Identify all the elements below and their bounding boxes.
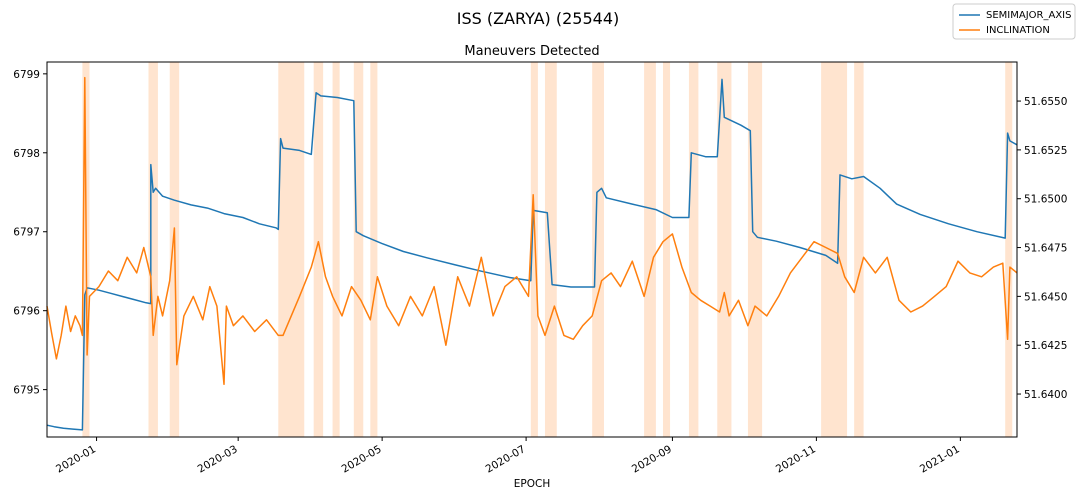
y-left-tick-label-3: 6798 (13, 148, 40, 160)
y-right-tick-label-6: 51.6550 (1024, 96, 1067, 108)
y-left-tick-label-4: 6799 (13, 69, 40, 81)
y-axis-right-ticks: 51.6400 51.6425 51.6450 51.6475 51.6500 51.65… (1017, 96, 1067, 401)
maneuver-band-6 (353, 62, 364, 437)
figure-suptitle: ISS (ZARYA) (25544) (457, 9, 620, 28)
y-right-tick-label-4: 51.6500 (1024, 194, 1067, 206)
series-lines (46, 76, 1018, 431)
maneuver-band-17 (854, 62, 864, 437)
x-tick-label-5: 2020-11 (774, 443, 818, 475)
maneuver-band-5 (332, 62, 340, 437)
legend: SEMIMAJOR_AXIS INCLINATION (952, 3, 1076, 40)
maneuver-band-1 (148, 62, 158, 437)
y-right-tick-label-1: 51.6425 (1024, 340, 1067, 352)
x-tick-label-6: 2021-01 (918, 443, 962, 475)
maneuver-band-4 (313, 62, 324, 437)
x-tick-label-2: 2020-05 (340, 443, 384, 475)
series-line-semimajor-axis (46, 78, 1018, 431)
maneuver-bands (82, 62, 1013, 437)
maneuver-band-3 (278, 62, 305, 437)
y-axis-left-ticks: 6795 6796 6797 6798 6799 (13, 69, 47, 397)
maneuver-band-12 (662, 62, 671, 437)
x-axis-ticks: 2020-01 2020-03 2020-05 2020-07 2020-09 2020-… (54, 437, 962, 476)
y-right-tick-label-0: 51.6400 (1024, 389, 1067, 401)
x-tick-label-3: 2020-07 (484, 443, 528, 475)
legend-label-semimajor-axis: SEMIMAJOR_AXIS (986, 10, 1071, 21)
y-right-tick-label-3: 51.6475 (1024, 243, 1067, 255)
legend-label-inclination: INCLINATION (986, 25, 1050, 36)
maneuver-band-16 (821, 62, 848, 437)
maneuver-band-9 (544, 62, 557, 437)
series-line-inclination (46, 76, 1018, 386)
maneuver-band-10 (592, 62, 604, 437)
plot-frame (46, 61, 1018, 438)
maneuver-band-18 (1005, 62, 1013, 437)
y-left-tick-label-1: 6796 (13, 306, 40, 318)
maneuver-band-15 (747, 62, 763, 437)
maneuver-band-11 (644, 62, 656, 437)
x-tick-label-4: 2020-09 (630, 443, 674, 475)
y-right-tick-label-5: 51.6525 (1024, 145, 1067, 157)
chart-title: Maneuvers Detected (464, 44, 599, 59)
maneuver-band-13 (688, 62, 699, 437)
maneuver-band-7 (370, 62, 378, 437)
y-left-tick-label-0: 6795 (13, 385, 40, 397)
legend-box (952, 3, 1076, 40)
x-axis-label: EPOCH (514, 478, 550, 490)
y-right-tick-label-2: 51.6450 (1024, 291, 1067, 303)
y-left-tick-label-2: 6797 (13, 227, 40, 239)
maneuver-band-8 (530, 62, 538, 437)
maneuver-band-14 (717, 62, 732, 437)
x-tick-label-0: 2020-01 (54, 443, 98, 475)
x-tick-label-1: 2020-03 (196, 443, 240, 475)
